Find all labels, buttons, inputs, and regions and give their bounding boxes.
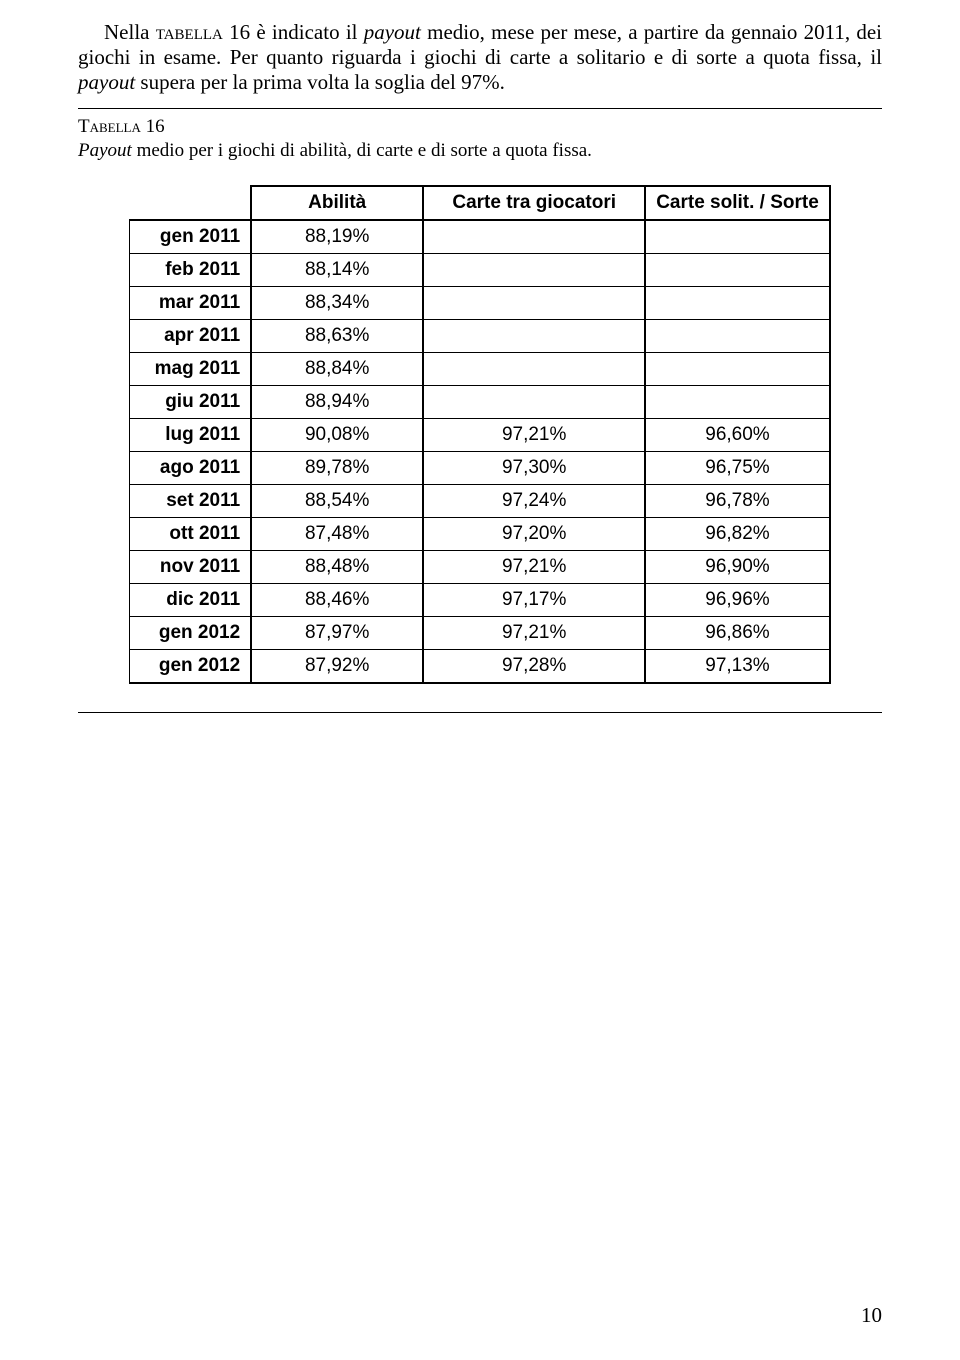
table-cell: 97,17% [423,583,645,616]
row-label: ago 2011 [130,451,252,484]
row-label: gen 2012 [130,616,252,649]
table-cell [645,352,830,385]
table-cell: 96,78% [645,484,830,517]
table-cell [645,286,830,319]
row-label: mar 2011 [130,286,252,319]
table-cell: 97,30% [423,451,645,484]
table-cell [645,253,830,286]
row-label: feb 2011 [130,253,252,286]
table-cell [423,352,645,385]
table-caption: Tabella 16Payout medio per i giochi di a… [78,115,882,163]
table-cell [423,220,645,254]
table-cell: 88,46% [251,583,423,616]
rule-bottom [78,712,882,713]
table-cell: 97,21% [423,418,645,451]
intro-paragraph: Nella tabella 16 è indicato il payout me… [78,20,882,94]
table-cell [645,220,830,254]
table-cell: 97,21% [423,550,645,583]
table-cell: 88,54% [251,484,423,517]
payout-table: AbilitàCarte tra giocatoriCarte solit. /… [129,185,831,684]
col-header: Abilità [251,186,423,220]
table-cell: 97,20% [423,517,645,550]
table-cell: 87,92% [251,649,423,683]
row-label: ott 2011 [130,517,252,550]
row-label: set 2011 [130,484,252,517]
row-label: apr 2011 [130,319,252,352]
col-header: Carte solit. / Sorte [645,186,830,220]
rule-top [78,108,882,109]
table-cell: 88,94% [251,385,423,418]
table-cell: 88,19% [251,220,423,254]
row-label: giu 2011 [130,385,252,418]
table-cell: 88,48% [251,550,423,583]
table-cell [423,319,645,352]
row-label: nov 2011 [130,550,252,583]
table-cell: 96,96% [645,583,830,616]
table-cell: 87,97% [251,616,423,649]
table-cell [423,253,645,286]
row-label: gen 2012 [130,649,252,683]
page-number: 10 [861,1303,882,1328]
table-cell: 97,28% [423,649,645,683]
table-cell: 97,21% [423,616,645,649]
table-cell: 96,90% [645,550,830,583]
table-cell: 97,13% [645,649,830,683]
table-cell: 96,82% [645,517,830,550]
table-cell: 88,14% [251,253,423,286]
table-cell: 88,84% [251,352,423,385]
table-cell: 87,48% [251,517,423,550]
table-cell: 96,60% [645,418,830,451]
row-label: gen 2011 [130,220,252,254]
table-cell [645,385,830,418]
row-label: lug 2011 [130,418,252,451]
table-cell: 88,34% [251,286,423,319]
col-header: Carte tra giocatori [423,186,645,220]
table-cell [423,385,645,418]
row-label: mag 2011 [130,352,252,385]
table-cell [645,319,830,352]
table-cell: 96,86% [645,616,830,649]
table-cell: 90,08% [251,418,423,451]
table-cell: 96,75% [645,451,830,484]
row-label: dic 2011 [130,583,252,616]
table-cell: 89,78% [251,451,423,484]
table-cell: 97,24% [423,484,645,517]
table-cell [423,286,645,319]
table-cell: 88,63% [251,319,423,352]
